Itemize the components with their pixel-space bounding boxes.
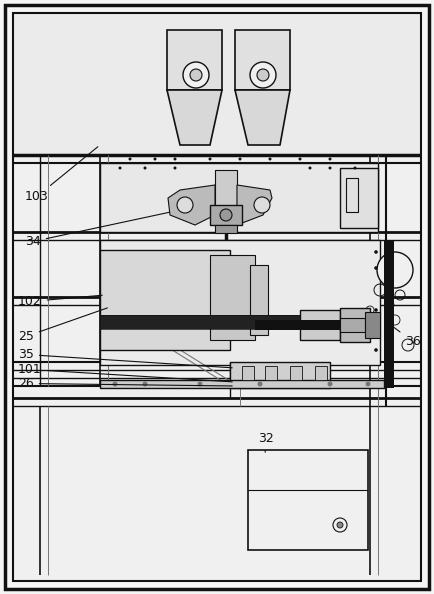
Bar: [100, 240, 380, 365]
Bar: [215, 225, 237, 233]
Circle shape: [329, 166, 332, 169]
Circle shape: [183, 62, 209, 88]
Circle shape: [254, 197, 270, 213]
Bar: [167, 30, 222, 90]
Circle shape: [142, 381, 148, 387]
Bar: [13, 406, 421, 581]
Circle shape: [177, 197, 193, 213]
Text: 32: 32: [258, 432, 274, 452]
Circle shape: [337, 522, 343, 528]
Bar: [100, 315, 300, 329]
Circle shape: [374, 250, 378, 254]
Circle shape: [374, 308, 378, 312]
Bar: [100, 240, 380, 365]
Circle shape: [239, 157, 241, 160]
Bar: [100, 163, 378, 232]
Bar: [210, 255, 255, 340]
Circle shape: [208, 157, 211, 160]
Polygon shape: [235, 90, 290, 145]
Circle shape: [250, 62, 276, 88]
Bar: [290, 366, 302, 380]
Text: 36: 36: [386, 322, 421, 348]
Circle shape: [299, 157, 302, 160]
Bar: [315, 366, 327, 380]
Bar: [365, 312, 380, 338]
Circle shape: [269, 157, 272, 160]
Circle shape: [374, 348, 378, 352]
Circle shape: [374, 328, 378, 332]
Bar: [384, 240, 394, 388]
Circle shape: [197, 381, 203, 387]
Polygon shape: [237, 185, 272, 225]
Circle shape: [309, 166, 312, 169]
Circle shape: [118, 166, 122, 169]
Text: 101: 101: [18, 363, 232, 382]
Bar: [340, 168, 378, 228]
Bar: [346, 178, 358, 212]
Bar: [248, 450, 368, 550]
Text: 102: 102: [18, 295, 102, 308]
Bar: [340, 308, 370, 342]
Circle shape: [365, 381, 371, 387]
Text: 103: 103: [25, 147, 98, 203]
Text: 26: 26: [18, 377, 232, 390]
Text: 35: 35: [18, 348, 232, 368]
Polygon shape: [168, 185, 215, 225]
Bar: [13, 13, 421, 155]
Bar: [235, 30, 290, 90]
Circle shape: [174, 157, 177, 160]
Circle shape: [329, 157, 332, 160]
Circle shape: [174, 166, 177, 169]
Circle shape: [354, 166, 356, 169]
Bar: [100, 380, 384, 388]
Circle shape: [144, 166, 147, 169]
Circle shape: [377, 252, 413, 288]
Bar: [100, 163, 378, 232]
Bar: [215, 170, 237, 225]
Circle shape: [257, 69, 269, 81]
Circle shape: [374, 266, 378, 270]
Bar: [300, 310, 340, 340]
Bar: [250, 265, 268, 335]
Circle shape: [112, 381, 118, 387]
Circle shape: [154, 157, 157, 160]
Circle shape: [128, 157, 132, 160]
Circle shape: [220, 209, 232, 221]
Bar: [100, 315, 300, 329]
Bar: [230, 362, 330, 388]
Polygon shape: [167, 90, 222, 145]
Bar: [265, 366, 277, 380]
Bar: [210, 205, 242, 225]
Bar: [242, 366, 254, 380]
Bar: [340, 318, 365, 332]
Bar: [255, 320, 370, 330]
Bar: [100, 250, 230, 350]
Circle shape: [328, 381, 332, 387]
Text: 25: 25: [18, 308, 107, 343]
Text: 34: 34: [25, 211, 177, 248]
Circle shape: [190, 69, 202, 81]
Circle shape: [257, 381, 263, 387]
